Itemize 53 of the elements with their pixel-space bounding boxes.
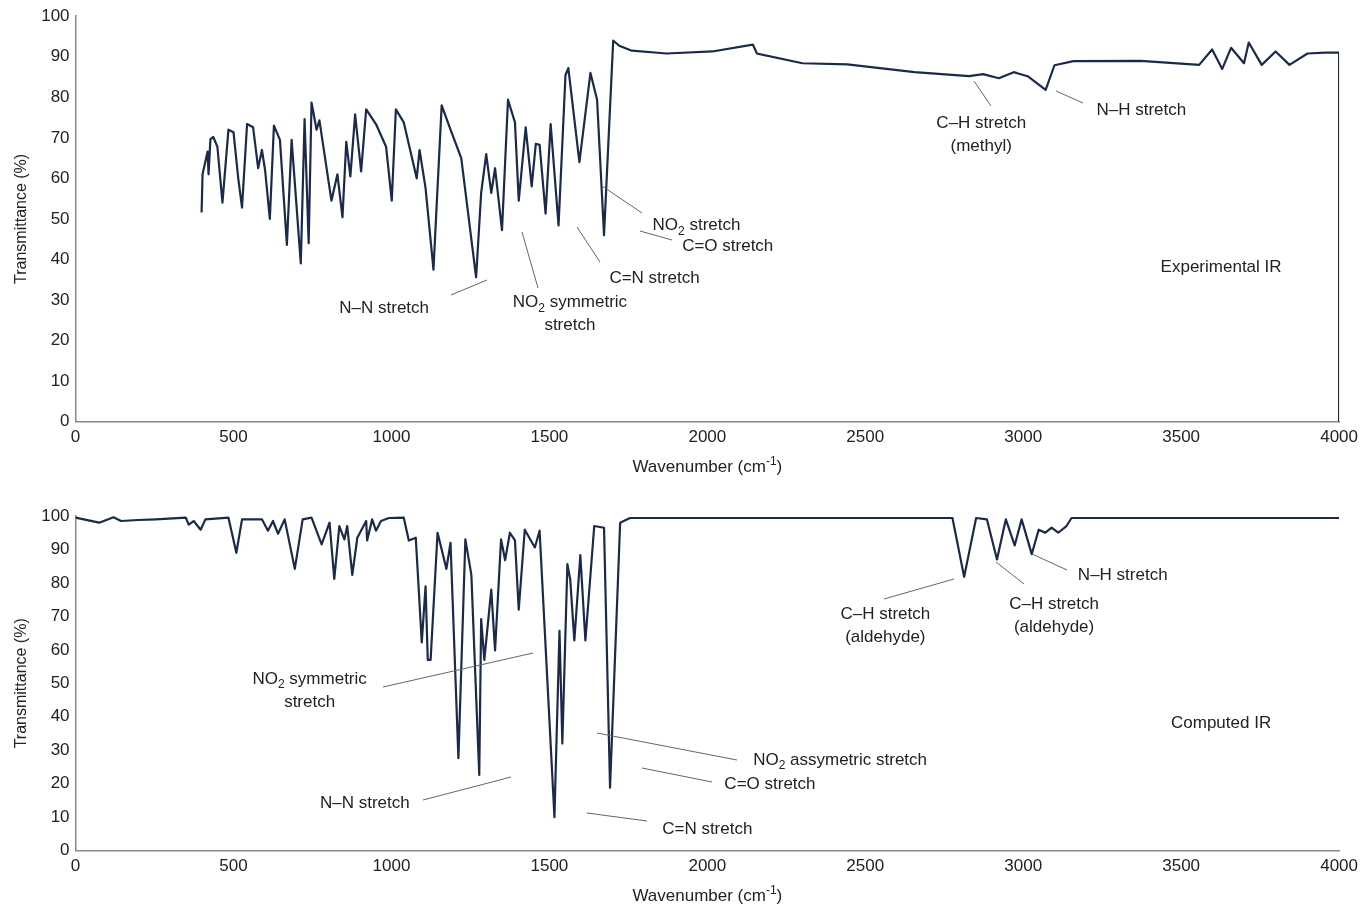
annotation: N–H stretch — [1077, 564, 1168, 584]
annotation: C–H stretch (methyl) — [936, 112, 1027, 155]
y-tick-label: 30 — [50, 289, 70, 309]
y-tick-label: 100 — [41, 5, 70, 25]
y-tick-label: 70 — [50, 127, 70, 147]
y-tick-label: 50 — [50, 208, 70, 228]
annotation: N–H stretch — [1096, 100, 1187, 120]
annotation: C=O stretch — [724, 773, 816, 793]
y-tick-label: 100 — [41, 505, 70, 525]
y-tick-label: 40 — [50, 249, 70, 269]
x-tick-label: 4000 — [1320, 427, 1358, 447]
x-tick-label: 500 — [219, 856, 248, 876]
y-tick-label: 80 — [50, 86, 70, 106]
annotation: C–H stretch (aldehyde) — [840, 603, 931, 646]
x-tick-label: 1500 — [530, 856, 569, 876]
y-tick-label: 50 — [50, 672, 70, 692]
y-tick-label: 10 — [50, 370, 70, 390]
x-tick-label: 2000 — [688, 856, 727, 876]
y-tick-label: 90 — [50, 539, 70, 559]
x-tick-label: 1500 — [530, 427, 569, 447]
annotation: N–N stretch — [319, 792, 410, 812]
y-tick-label: 70 — [50, 606, 70, 626]
annotation: C=N stretch — [609, 267, 700, 287]
y-tick-label: 30 — [50, 739, 70, 759]
x-tick-label: 2500 — [846, 856, 885, 876]
y-tick-label: 90 — [50, 46, 70, 66]
x-tick-label: 3000 — [1004, 427, 1043, 447]
x-tick-label: 500 — [219, 427, 248, 447]
x-tick-label: 2500 — [846, 427, 885, 447]
annotation: N–N stretch — [339, 298, 430, 318]
x-tick-label: 3000 — [1004, 856, 1043, 876]
x-tick-label: 1000 — [372, 856, 411, 876]
y-tick-label: 60 — [50, 639, 70, 659]
x-tick-label: 4000 — [1320, 856, 1358, 876]
y-tick-label: 10 — [50, 806, 70, 826]
y-tick-label: 80 — [50, 572, 70, 592]
y-tick-label: 20 — [50, 773, 70, 793]
y-tick-label: 60 — [50, 168, 70, 188]
annotation: Computed IR — [1171, 713, 1272, 733]
annotation: C=N stretch — [662, 819, 753, 839]
annotation: C–H stretch (aldehyde) — [1009, 593, 1099, 636]
x-tick-label: 3500 — [1162, 427, 1201, 447]
annotation: Experimental IR — [1160, 257, 1282, 277]
x-tick-label: 2000 — [688, 427, 727, 447]
annotation: C=O stretch — [682, 235, 774, 255]
y-tick-label: 20 — [50, 330, 70, 350]
y-tick-label: 0 — [60, 411, 70, 431]
x-tick-label: 3500 — [1162, 856, 1201, 876]
y-axis-title: Transmittance (%) — [12, 153, 30, 284]
x-tick-label: 1000 — [372, 427, 411, 447]
y-axis-title: Transmittance (%) — [12, 618, 30, 749]
y-tick-label: 40 — [50, 706, 70, 726]
y-tick-label: 0 — [60, 840, 70, 860]
